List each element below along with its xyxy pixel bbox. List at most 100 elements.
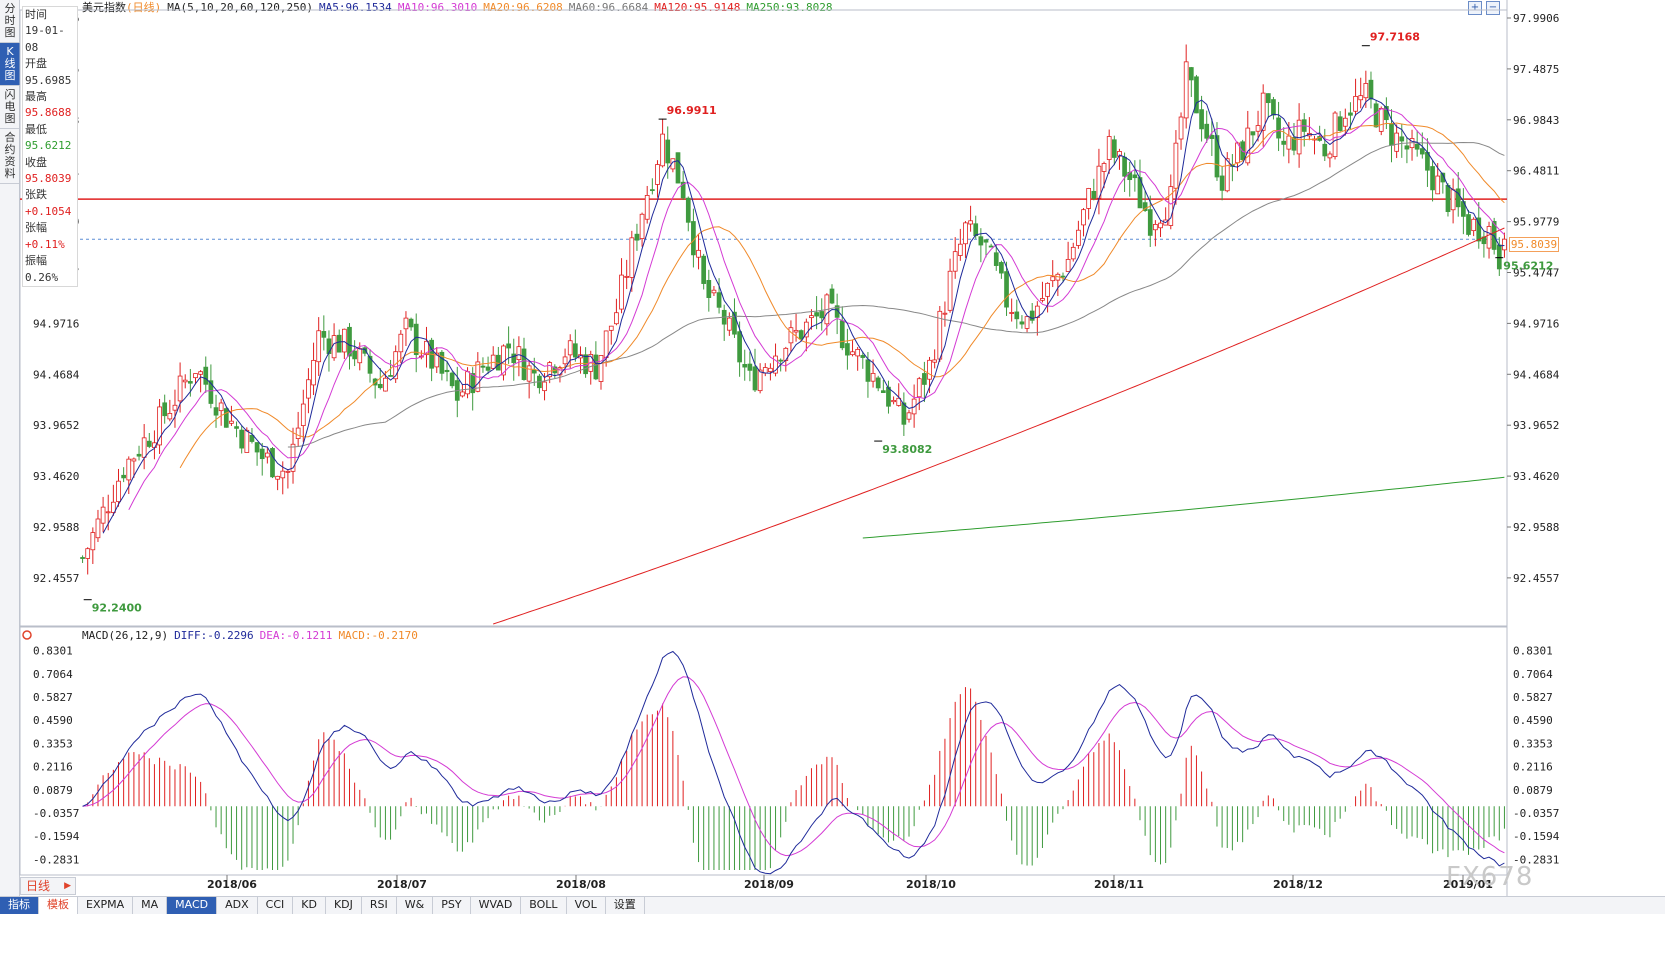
candle-body xyxy=(978,236,984,246)
macd-tick-label-left: 0.2116 xyxy=(33,761,73,774)
candle-body xyxy=(480,365,486,368)
indicator-tab-ma[interactable]: MA xyxy=(133,897,168,914)
indicator-tab-[interactable]: 模板 xyxy=(39,897,78,914)
candle-body xyxy=(357,348,363,364)
candle-body xyxy=(1101,163,1107,172)
time-tick-label: 2018/08 xyxy=(556,878,606,891)
candle-body xyxy=(85,548,91,559)
candle-body xyxy=(1265,93,1271,104)
candle-body xyxy=(1132,174,1138,179)
zoom-out-button[interactable]: − xyxy=(1486,1,1500,15)
indicator-tab-boll[interactable]: BOLL xyxy=(521,897,567,914)
candle-body xyxy=(983,239,989,243)
chart-canvas[interactable]: 97.990697.990697.487597.487596.984396.98… xyxy=(0,0,1665,922)
candle-body xyxy=(193,373,198,379)
candle-body xyxy=(172,404,178,411)
candle-body xyxy=(660,133,665,167)
dea-line xyxy=(82,676,1505,857)
macd-tick-label: 0.4590 xyxy=(1513,714,1553,727)
candle-body xyxy=(1353,95,1358,112)
period-selector[interactable]: 日线 ▶ xyxy=(20,877,76,895)
indicator-tab-[interactable]: 设置 xyxy=(606,897,645,914)
gear-icon xyxy=(22,630,32,640)
ma-legend-item: MA(5,10,20,60,120,250) xyxy=(167,1,313,14)
ma-legend-item: MA60:96.6684 xyxy=(568,1,649,14)
candle-body xyxy=(326,338,332,354)
candle-body xyxy=(1081,209,1086,226)
time-tick-label: 2018/09 xyxy=(744,878,794,891)
extreme-annotation: 93.8082 xyxy=(882,443,932,456)
macd-tick-label-left: 0.3353 xyxy=(33,737,73,750)
candle-body xyxy=(1040,298,1045,301)
candle-body xyxy=(516,346,522,361)
candle-body xyxy=(675,152,681,184)
indicator-tab-adx[interactable]: ADX xyxy=(217,897,258,914)
ma60-line xyxy=(287,141,1505,448)
indicator-tab-vol[interactable]: VOL xyxy=(567,897,606,914)
macd-tick-label-left: 0.5827 xyxy=(33,691,73,704)
candle-body xyxy=(270,448,275,478)
candle-body xyxy=(1004,271,1009,308)
candle-body xyxy=(490,354,496,369)
macd-legend-item: DIFF:-0.2296 xyxy=(174,629,254,642)
candle-body xyxy=(855,348,861,357)
candle-body xyxy=(1117,150,1122,157)
price-tick-label-left: 94.9716 xyxy=(33,317,79,330)
indicator-tab-w[interactable]: W& xyxy=(397,897,434,914)
candle-body xyxy=(973,223,979,237)
candle-body xyxy=(1111,139,1117,158)
indicator-tab-cci[interactable]: CCI xyxy=(258,897,294,914)
candle-body xyxy=(726,317,732,331)
candle-body xyxy=(999,262,1004,274)
candle-body xyxy=(680,181,686,199)
indicator-tab-macd[interactable]: MACD xyxy=(167,897,218,914)
extreme-annotation: 95.6212 xyxy=(1503,260,1553,273)
candle-body xyxy=(280,470,286,479)
left-tab-2[interactable]: 闪电图 xyxy=(0,86,20,129)
candle-body xyxy=(747,363,753,371)
macd-tick-label: -0.1594 xyxy=(1513,830,1560,843)
zoom-in-button[interactable]: + xyxy=(1468,1,1482,15)
left-tab-0[interactable]: 分时图 xyxy=(0,0,20,43)
candle-body xyxy=(696,249,701,258)
candle-body xyxy=(1024,316,1030,329)
pct-value: +0.11% xyxy=(25,237,65,251)
candle-body xyxy=(1445,184,1451,212)
candle-body xyxy=(1188,67,1194,81)
candle-body xyxy=(542,381,547,392)
indicator-tab-wvad[interactable]: WVAD xyxy=(471,897,522,914)
candle-body xyxy=(300,403,306,427)
indicator-tab-kdj[interactable]: KDJ xyxy=(326,897,362,914)
candle-body xyxy=(131,458,137,462)
candle-body xyxy=(922,373,927,385)
candle-body xyxy=(511,353,517,364)
candle-body xyxy=(1363,83,1369,99)
price-tick-label: 97.4875 xyxy=(1513,63,1559,76)
candle-body xyxy=(1147,209,1153,236)
indicator-tab-psy[interactable]: PSY xyxy=(433,897,471,914)
indicator-tab-kd[interactable]: KD xyxy=(293,897,326,914)
candle-body xyxy=(424,340,429,356)
status-strip xyxy=(0,914,1665,967)
low-label: 最低 xyxy=(25,122,47,136)
time-value: 19-01-08 xyxy=(25,24,65,54)
indicator-tab-[interactable]: 指标 xyxy=(0,897,39,914)
time-tick-label: 2018/07 xyxy=(377,878,427,891)
candle-body xyxy=(521,348,527,380)
indicator-tabs: 指标 模板 EXPMA MA MACD ADX CCI KD KDJ RSI W& PSY WVAD BO… xyxy=(0,896,1665,914)
candle-body xyxy=(1260,92,1266,131)
indicator-tab-rsi[interactable]: RSI xyxy=(362,897,397,914)
macd-tick-label-left: 0.8301 xyxy=(33,645,73,658)
candle-body xyxy=(716,292,722,308)
candle-body xyxy=(1378,108,1384,132)
left-tab-3[interactable]: 合约资料 xyxy=(0,129,20,184)
macd-tick-label: 0.5827 xyxy=(1513,691,1553,704)
indicator-tab-expma[interactable]: EXPMA xyxy=(78,897,134,914)
candle-body xyxy=(1219,175,1225,191)
candle-body xyxy=(634,233,640,241)
change-label: 张跌 xyxy=(25,188,47,202)
candle-body xyxy=(383,377,388,392)
candle-body xyxy=(1096,165,1102,199)
candle-body xyxy=(239,429,245,449)
